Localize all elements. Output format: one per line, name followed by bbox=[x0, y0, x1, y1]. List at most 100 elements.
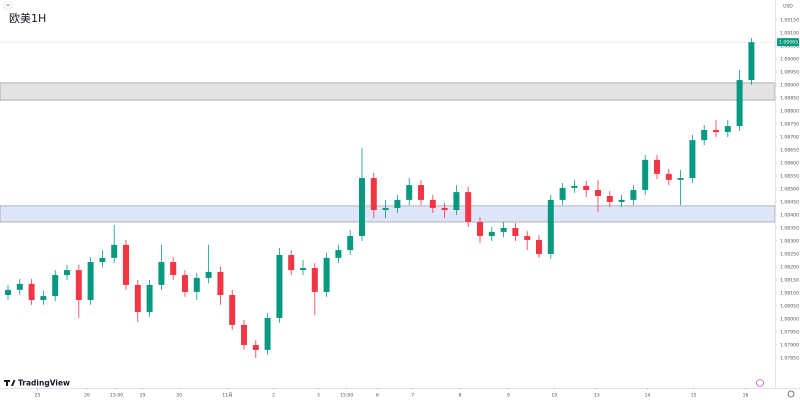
candle-body bbox=[205, 271, 212, 278]
menu-button[interactable] bbox=[3, 1, 13, 9]
candle-body bbox=[359, 178, 365, 237]
candle-body bbox=[170, 262, 177, 276]
candle-body bbox=[87, 262, 94, 300]
y-tick-label: 1.07950 bbox=[780, 329, 799, 335]
y-tick-label: 1.09100 bbox=[780, 31, 799, 37]
candle-body bbox=[276, 255, 283, 318]
y-tick-label: 1.08150 bbox=[780, 277, 799, 283]
candle-body bbox=[618, 199, 625, 202]
x-tick-label: 13 bbox=[594, 393, 600, 399]
candle-body bbox=[241, 324, 247, 345]
x-tick-label: 9 bbox=[507, 393, 510, 399]
y-tick-label: 1.07850 bbox=[780, 355, 799, 361]
x-tick-label: 2 bbox=[272, 393, 275, 399]
x-tick-label: 15:00 bbox=[340, 393, 353, 399]
x-tick-label: 15 bbox=[691, 393, 697, 399]
y-tick-label: 1.08600 bbox=[780, 160, 799, 166]
x-tick-label: 30 bbox=[176, 393, 182, 399]
candle-body bbox=[370, 178, 377, 211]
y-tick-label: 1.08100 bbox=[780, 290, 799, 296]
candle-body bbox=[52, 275, 59, 297]
x-tick-label: 14 bbox=[645, 393, 651, 399]
y-tick-label: 1.08750 bbox=[780, 122, 799, 128]
candle-body bbox=[182, 275, 188, 292]
y-tick-label: 1.08350 bbox=[780, 225, 799, 231]
candle-body bbox=[16, 283, 23, 290]
logo-mark bbox=[4, 380, 16, 386]
y-tick-label: 1.08950 bbox=[780, 70, 799, 76]
candle-body bbox=[134, 284, 141, 312]
candle-body bbox=[288, 255, 295, 271]
x-tick-label: 16 bbox=[743, 393, 749, 399]
x-tick-label: 29 bbox=[140, 393, 146, 399]
candle-body bbox=[323, 257, 330, 292]
candle-body bbox=[642, 159, 649, 191]
y-tick-label: 1.08500 bbox=[780, 186, 799, 192]
candle-body bbox=[99, 257, 106, 263]
candle-body bbox=[193, 277, 200, 292]
candle-body bbox=[335, 250, 342, 258]
candle-body bbox=[713, 129, 719, 133]
candle-body bbox=[701, 129, 708, 141]
zone bbox=[0, 82, 776, 101]
candles bbox=[5, 37, 755, 358]
x-tick-label: 26 bbox=[84, 393, 90, 399]
y-tick-label: 1.08200 bbox=[780, 264, 799, 270]
candle-body bbox=[347, 236, 354, 251]
candle-body bbox=[123, 244, 129, 285]
candle-body bbox=[488, 231, 495, 237]
candle-body bbox=[406, 185, 413, 200]
candle-body bbox=[453, 192, 460, 211]
candle-body bbox=[28, 283, 35, 300]
candle-body bbox=[146, 284, 153, 312]
x-tick-label: 25 bbox=[35, 393, 41, 399]
y-tick-label: 1.08800 bbox=[780, 109, 799, 115]
x-tick-label: 6 bbox=[376, 393, 379, 399]
candle-body bbox=[311, 268, 318, 292]
candle-body bbox=[382, 207, 389, 211]
y-tick-label: 1.08250 bbox=[780, 251, 799, 257]
candle-body bbox=[217, 271, 224, 296]
candle-body bbox=[158, 262, 165, 285]
candle-body bbox=[547, 199, 554, 254]
candle-body bbox=[736, 80, 743, 127]
time-axis: 25 26 15:00 29 30 11月 2 3 15:00 6 7 8 9 10 13 14 15 16 bbox=[35, 388, 749, 399]
y-tick-label: 1.07900 bbox=[780, 342, 799, 348]
last-price-label: 1.09065 bbox=[779, 40, 798, 46]
brand-name: TradingView bbox=[18, 379, 70, 388]
candle-body bbox=[559, 187, 566, 200]
settings-button[interactable] bbox=[787, 390, 795, 398]
candle-body bbox=[606, 196, 613, 202]
chart-title: 欧美1H bbox=[9, 12, 46, 25]
x-tick-label: 11月 bbox=[222, 393, 232, 399]
last-price-badge bbox=[777, 38, 799, 47]
x-tick-label: 15:00 bbox=[110, 393, 123, 399]
candle-body bbox=[724, 126, 731, 133]
candle-body bbox=[512, 227, 519, 237]
y-tick-label: 1.08700 bbox=[780, 134, 799, 140]
y-tick-label: 1.09050 bbox=[780, 44, 799, 50]
candle-body bbox=[5, 289, 11, 296]
candle-body bbox=[75, 270, 82, 300]
event-marker[interactable] bbox=[756, 379, 764, 387]
x-tick-label: 8 bbox=[458, 393, 461, 399]
y-tick-label: 1.08300 bbox=[780, 238, 799, 244]
candle-body bbox=[571, 185, 578, 188]
candle-body bbox=[252, 344, 259, 350]
price-axis: 1.07850 1.07900 1.07950 1.08000 1.08050 1.081… bbox=[775, 18, 799, 361]
candle-body bbox=[477, 222, 483, 237]
candle-body bbox=[748, 42, 755, 81]
candle-body bbox=[536, 239, 542, 254]
candle-body bbox=[394, 199, 401, 208]
candle-body bbox=[441, 207, 448, 211]
y-tick-label: 1.08850 bbox=[780, 96, 799, 102]
candle-body bbox=[654, 159, 660, 174]
y-tick-label: 1.08450 bbox=[780, 199, 799, 205]
y-tick-label: 1.08650 bbox=[780, 147, 799, 153]
candle-body bbox=[465, 192, 472, 223]
zones bbox=[0, 82, 776, 223]
candle-body bbox=[583, 185, 590, 191]
candle-body bbox=[630, 190, 637, 200]
x-tick-label: 10 bbox=[551, 393, 557, 399]
